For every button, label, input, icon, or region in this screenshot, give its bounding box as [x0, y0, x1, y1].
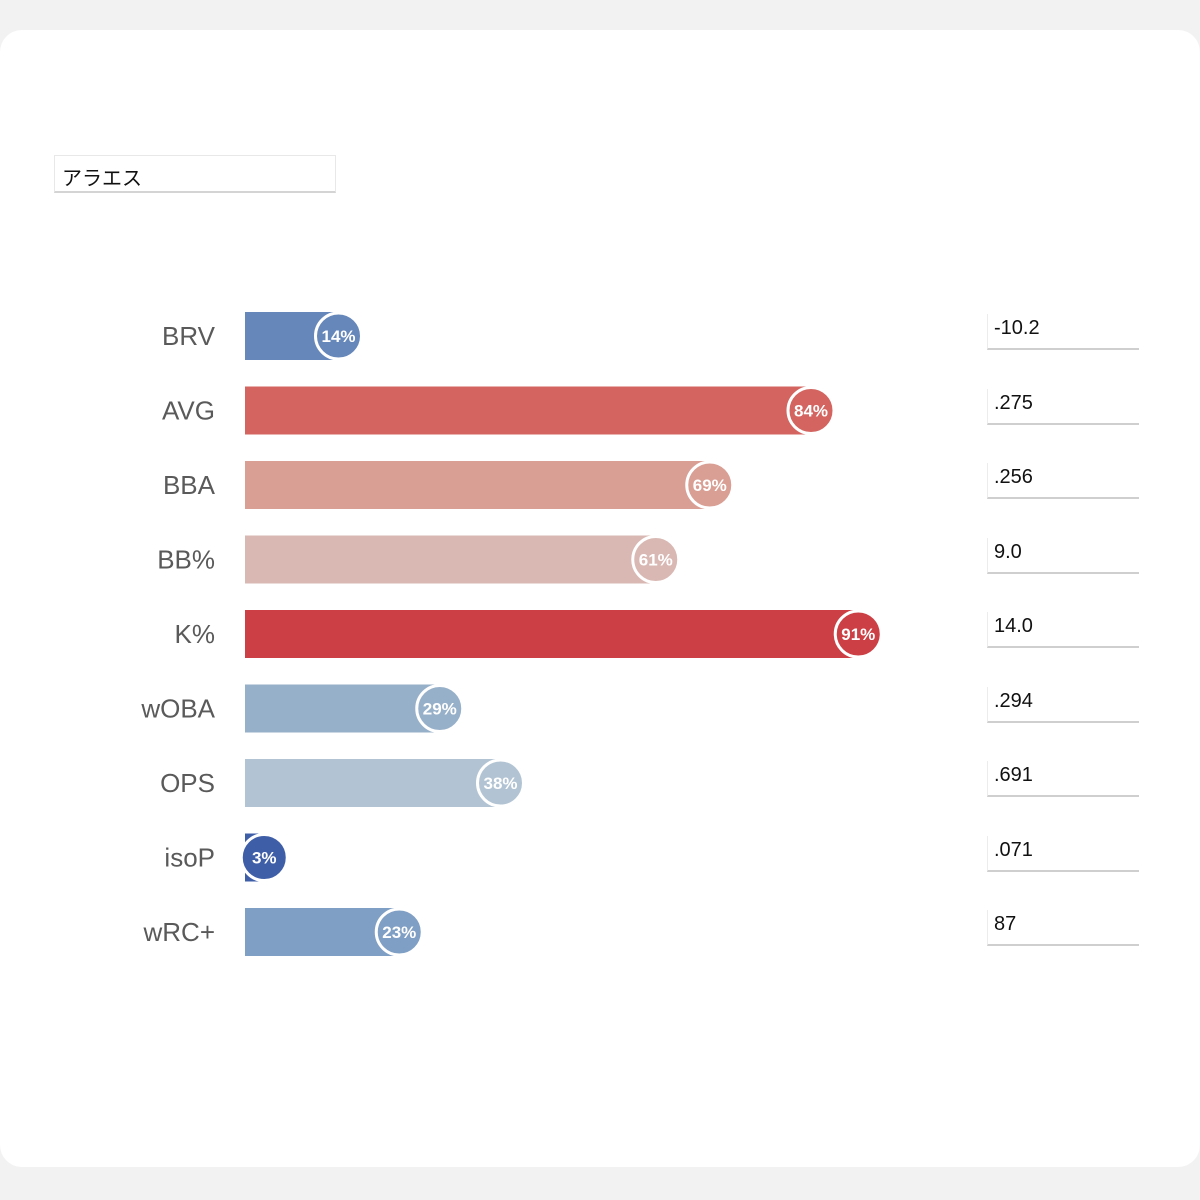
- percentile-label-bb: 61%: [639, 551, 673, 570]
- bar-k: [245, 610, 859, 658]
- percentile-marker-bb: [631, 535, 681, 584]
- percentile-marker-k: [833, 609, 883, 659]
- metric-label-ops: OPS: [160, 768, 215, 798]
- bar-bb: [245, 535, 656, 584]
- stat-value-bba: .256: [987, 463, 1139, 499]
- player-card: [0, 30, 1200, 1167]
- stat-value-woba: .294: [987, 686, 1139, 723]
- metric-label-brv: BRV: [162, 321, 216, 351]
- bar-ops: [245, 759, 501, 807]
- metric-label-bba: BBA: [163, 470, 216, 500]
- stat-value-wrc: 87: [987, 910, 1139, 946]
- percentile-marker-brv: [314, 311, 363, 361]
- percentile-label-k: 91%: [841, 625, 875, 644]
- percentile-label-avg: 84%: [794, 402, 828, 421]
- bar-avg: [245, 386, 811, 435]
- metric-label-wrc: wRC+: [142, 917, 215, 947]
- percentile-marker-wrc: [374, 907, 424, 957]
- stat-value-isop: .071: [987, 835, 1139, 872]
- percentile-label-brv: 14%: [321, 327, 355, 346]
- percentile-marker-ops: [476, 758, 525, 808]
- percentile-label-isop: 3%: [252, 849, 277, 868]
- bar-wrc: [245, 908, 400, 956]
- metric-label-k: K%: [175, 619, 215, 649]
- percentile-marker-bba: [685, 460, 735, 510]
- percentile-marker-isop: [239, 833, 289, 882]
- stat-value-ops: .691: [987, 761, 1139, 797]
- metric-label-avg: AVG: [162, 396, 215, 426]
- percentile-label-woba: 29%: [423, 700, 457, 719]
- stat-value-bb: 9.0: [987, 537, 1139, 574]
- bar-woba: [245, 684, 440, 733]
- percentile-marker-woba: [415, 684, 465, 733]
- percentile-label-wrc: 23%: [382, 923, 416, 942]
- percentile-label-bba: 69%: [693, 476, 727, 495]
- stat-value-k: 14.0: [987, 612, 1139, 648]
- bar-bba: [245, 461, 710, 509]
- stat-value-avg: .275: [987, 388, 1139, 425]
- player-name-field[interactable]: アラエス: [54, 155, 336, 193]
- metric-label-isop: isoP: [164, 843, 215, 873]
- percentile-marker-avg: [786, 386, 836, 435]
- percentile-label-ops: 38%: [483, 774, 517, 793]
- stat-value-brv: -10.2: [987, 314, 1139, 350]
- metric-label-woba: wOBA: [140, 694, 215, 724]
- metric-label-bb: BB%: [157, 545, 215, 575]
